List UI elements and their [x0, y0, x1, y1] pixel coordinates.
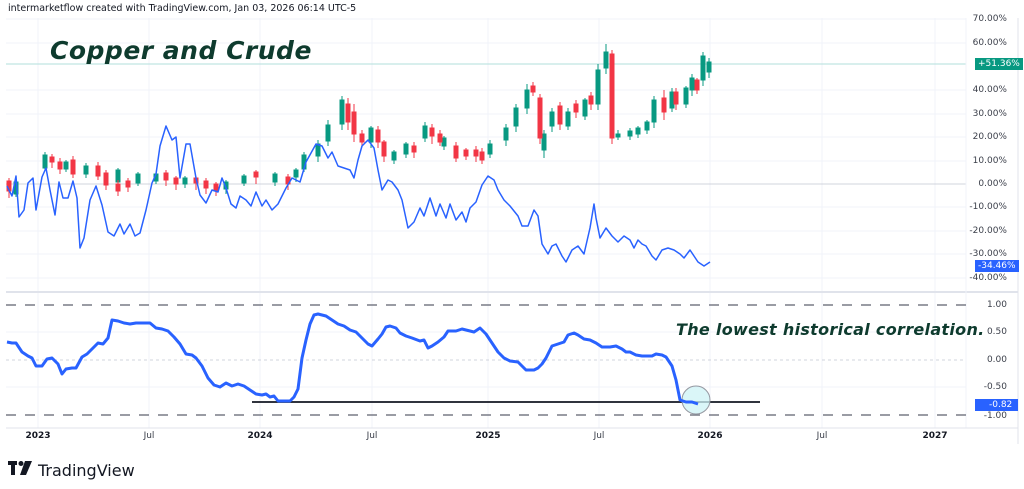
correlation-last-value-badge: -0.82: [975, 399, 1019, 411]
correlation-note-annotation[interactable]: The lowest historical correlation.: [676, 320, 985, 339]
chart-title-annotation[interactable]: Copper and Crude: [50, 36, 312, 65]
highlight-circle[interactable]: [681, 385, 711, 415]
x-label: 2027: [922, 431, 948, 441]
y-label: 40.00%: [972, 85, 1007, 95]
copper-candles: [6, 44, 712, 198]
y-label: 0.00: [986, 355, 1007, 365]
y-label: -40.00%: [969, 273, 1007, 283]
y-label: 30.00%: [972, 109, 1007, 119]
y-label: -20.00%: [969, 226, 1007, 236]
y-label: 1.00: [986, 300, 1007, 310]
y-label: 60.00%: [972, 38, 1007, 48]
copper-last-value-badge: +51.36%: [975, 58, 1023, 70]
x-label: Jul: [593, 431, 605, 441]
x-label: 2026: [697, 431, 723, 441]
y-label: 0.00%: [978, 179, 1007, 189]
chart-attribution: intermarketflow created with TradingView…: [8, 3, 357, 14]
y-label: -1.00: [983, 411, 1007, 421]
y-label: -30.00%: [969, 249, 1007, 259]
tradingview-wordmark: TradingView: [38, 460, 135, 480]
crude-line: [6, 125, 711, 267]
x-label: Jul: [816, 431, 828, 441]
y-label: 70.00%: [972, 14, 1007, 24]
tradingview-logo-icon: [8, 460, 32, 480]
correlation-line: [6, 312, 699, 406]
crude-last-value-badge: -34.46%: [975, 260, 1019, 272]
x-label: Jul: [143, 431, 155, 441]
main-gridlines: [6, 18, 966, 428]
y-label: -0.50: [983, 382, 1007, 392]
y-label: 0.50: [986, 327, 1007, 337]
x-label: Jul: [366, 431, 378, 441]
x-label: 2024: [247, 431, 273, 441]
x-label: 2023: [25, 431, 51, 441]
y-label: -10.00%: [969, 202, 1007, 212]
tradingview-logo[interactable]: TradingView: [8, 460, 135, 480]
x-label: 2025: [475, 431, 501, 441]
y-label: 10.00%: [972, 156, 1007, 166]
y-label: 20.00%: [972, 132, 1007, 142]
correlation-reference-lines: [6, 304, 966, 416]
